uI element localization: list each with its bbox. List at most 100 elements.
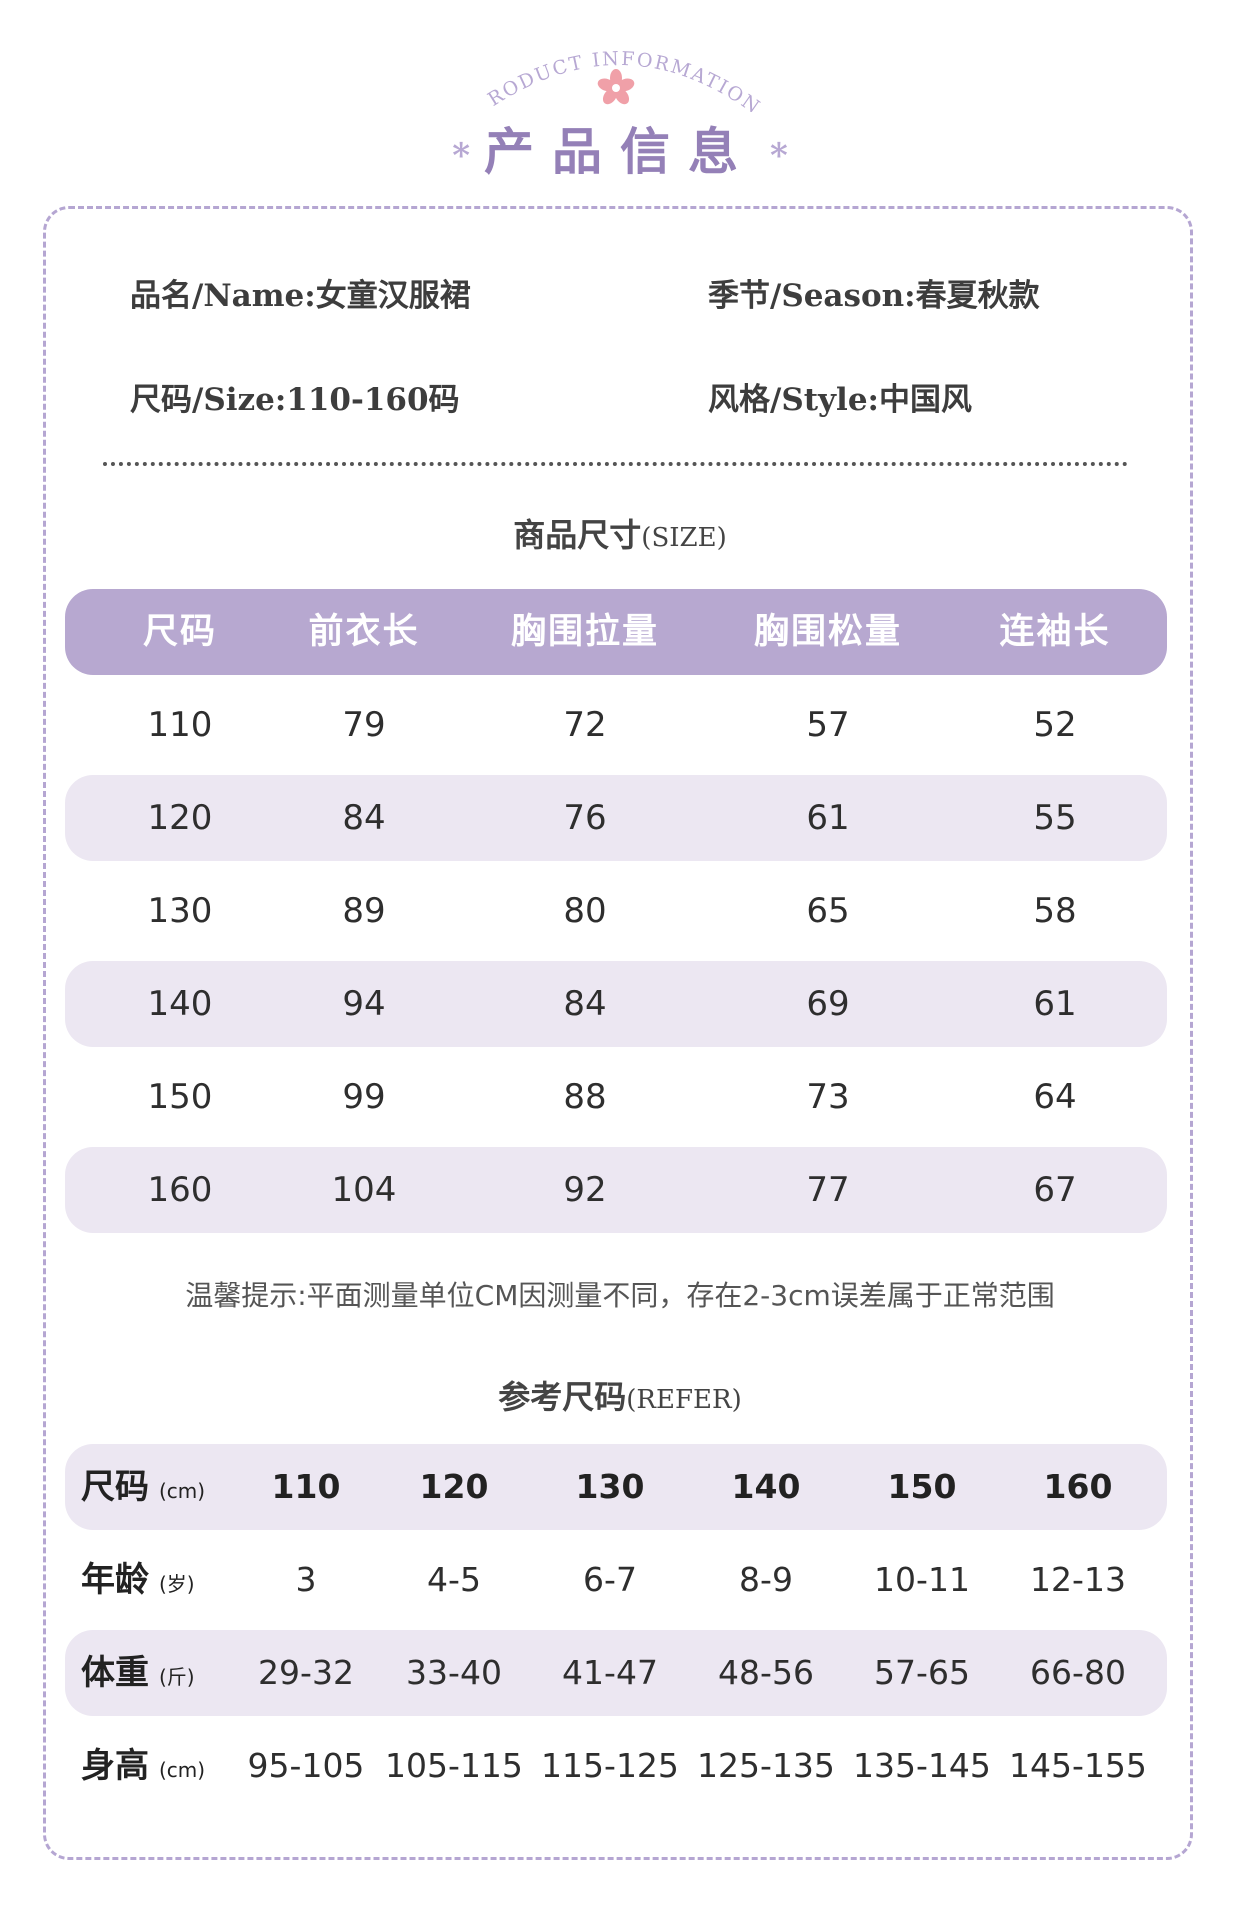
star-icon: * <box>770 136 788 176</box>
size-table-row: 120 84 76 61 55 <box>65 775 1167 861</box>
refer-cell: 145-155 <box>1009 1746 1147 1785</box>
refer-cell: 95-105 <box>247 1746 365 1785</box>
refer-cell: 120 <box>419 1467 489 1506</box>
page-title-text: 产品信息 <box>484 122 756 181</box>
size-cell: 80 <box>563 891 607 931</box>
refer-row-label: 体重 (斤) <box>81 1630 195 1716</box>
refer-cell: 12-13 <box>1030 1560 1126 1599</box>
size-cell: 67 <box>1033 1170 1077 1210</box>
size-cell: 55 <box>1033 798 1077 838</box>
size-cell: 104 <box>331 1170 397 1210</box>
size-cell: 73 <box>806 1077 850 1117</box>
size-table-row: 140 94 84 69 61 <box>65 961 1167 1047</box>
refer-cell: 3 <box>295 1560 317 1599</box>
size-table-row: 130 89 80 65 58 <box>65 868 1167 954</box>
refer-label-text: 身高 <box>81 1746 149 1786</box>
dotted-divider <box>103 462 1128 466</box>
refer-row-weight: 体重 (斤) 29-32 33-40 41-47 48-56 57-65 66-8… <box>65 1630 1167 1716</box>
refer-row-age: 年龄 (岁) 3 4-5 6-7 8-9 10-11 12-13 <box>65 1537 1167 1623</box>
refer-cell: 8-9 <box>739 1560 793 1599</box>
size-header-cell: 胸围拉量 <box>510 612 659 652</box>
measurement-note: 温馨提示:平面测量单位CM因测量不同，存在2-3cm误差属于正常范围 <box>185 1279 1055 1312</box>
size-cell: 79 <box>342 705 386 745</box>
refer-cell: 4-5 <box>427 1560 481 1599</box>
size-cell: 89 <box>342 891 386 931</box>
size-cell: 52 <box>1033 705 1077 745</box>
size-table-row: 150 99 88 73 64 <box>65 1054 1167 1140</box>
size-cell: 65 <box>806 891 850 931</box>
page-title: * 产品信息 * <box>0 112 1240 184</box>
size-cell: 57 <box>806 705 850 745</box>
size-cell: 140 <box>147 984 213 1024</box>
refer-cell: 160 <box>1043 1467 1113 1506</box>
size-cell: 77 <box>806 1170 850 1210</box>
size-cell: 130 <box>147 891 213 931</box>
size-cell: 99 <box>342 1077 386 1117</box>
size-header-cell: 连袖长 <box>999 612 1111 652</box>
size-section-title: 商品尺寸(SIZE) <box>0 510 1240 556</box>
refer-cell: 115-125 <box>541 1746 679 1785</box>
refer-cell: 105-115 <box>385 1746 523 1785</box>
refer-row-size: 尺码 (cm) 110 120 130 140 150 160 <box>65 1444 1167 1530</box>
size-header-cell: 尺码 <box>142 612 217 652</box>
refer-cell: 48-56 <box>718 1653 814 1692</box>
size-table-row: 160 104 92 77 67 <box>65 1147 1167 1233</box>
flower-icon <box>597 69 635 105</box>
size-section-title-en: (SIZE) <box>641 523 727 553</box>
star-icon: * <box>452 136 470 176</box>
svg-text:PRODUCT INFORMATION: PRODUCT INFORMATION <box>0 22 765 112</box>
refer-row-label: 尺码 (cm) <box>81 1444 205 1530</box>
refer-label-unit: (cm) <box>159 1758 206 1782</box>
arc-heading: PRODUCT INFORMATION <box>0 22 765 112</box>
size-cell: 76 <box>563 798 607 838</box>
refer-cell: 135-145 <box>853 1746 991 1785</box>
size-section-title-text: 商品尺寸 <box>513 516 642 554</box>
refer-cell: 150 <box>887 1467 957 1506</box>
refer-label-unit: (斤) <box>159 1665 195 1689</box>
refer-cell: 110 <box>271 1467 341 1506</box>
refer-cell: 66-80 <box>1030 1653 1126 1692</box>
size-cell: 94 <box>342 984 386 1024</box>
refer-cell: 130 <box>575 1467 645 1506</box>
size-cell: 110 <box>147 705 213 745</box>
refer-cell: 6-7 <box>583 1560 637 1599</box>
refer-label-unit: (岁) <box>159 1572 195 1596</box>
info-season: 季节/Season:春夏秋款 <box>708 278 1040 314</box>
refer-cell: 140 <box>731 1467 801 1506</box>
size-cell: 69 <box>806 984 850 1024</box>
refer-section-title-en: (REFER) <box>626 1385 742 1415</box>
arc-heading-text: PRODUCT INFORMATION <box>0 22 763 112</box>
refer-section-title: 参考尺码(REFER) <box>0 1372 1240 1418</box>
size-cell: 58 <box>1033 891 1077 931</box>
size-cell: 84 <box>342 798 386 838</box>
size-header-cell: 胸围松量 <box>753 612 902 652</box>
refer-cell: 125-135 <box>697 1746 835 1785</box>
refer-row-height: 身高 (cm) 95-105 105-115 115-125 125-135 13… <box>65 1723 1167 1809</box>
refer-cell: 41-47 <box>562 1653 658 1692</box>
size-cell: 160 <box>147 1170 213 1210</box>
refer-label-text: 尺码 <box>81 1467 149 1507</box>
info-style: 风格/Style:中国风 <box>708 382 972 418</box>
refer-label-unit: (cm) <box>159 1479 206 1503</box>
size-cell: 150 <box>147 1077 213 1117</box>
size-cell: 84 <box>563 984 607 1024</box>
refer-cell: 33-40 <box>406 1653 502 1692</box>
size-header-cell: 前衣长 <box>308 612 420 652</box>
info-frame <box>43 206 1193 1860</box>
refer-label-text: 体重 <box>81 1653 149 1693</box>
refer-row-label: 身高 (cm) <box>81 1723 205 1809</box>
info-size: 尺码/Size:110-160码 <box>130 382 460 418</box>
size-cell: 64 <box>1033 1077 1077 1117</box>
refer-cell: 10-11 <box>874 1560 970 1599</box>
refer-section-title-text: 参考尺码 <box>498 1378 627 1416</box>
size-cell: 61 <box>806 798 850 838</box>
size-cell: 88 <box>563 1077 607 1117</box>
info-name: 品名/Name:女童汉服裙 <box>130 278 471 314</box>
size-table-row: 110 79 72 57 52 <box>65 682 1167 768</box>
refer-label-text: 年龄 <box>81 1560 149 1600</box>
refer-cell: 29-32 <box>258 1653 354 1692</box>
size-cell: 92 <box>563 1170 607 1210</box>
size-cell: 72 <box>563 705 607 745</box>
size-cell: 61 <box>1033 984 1077 1024</box>
